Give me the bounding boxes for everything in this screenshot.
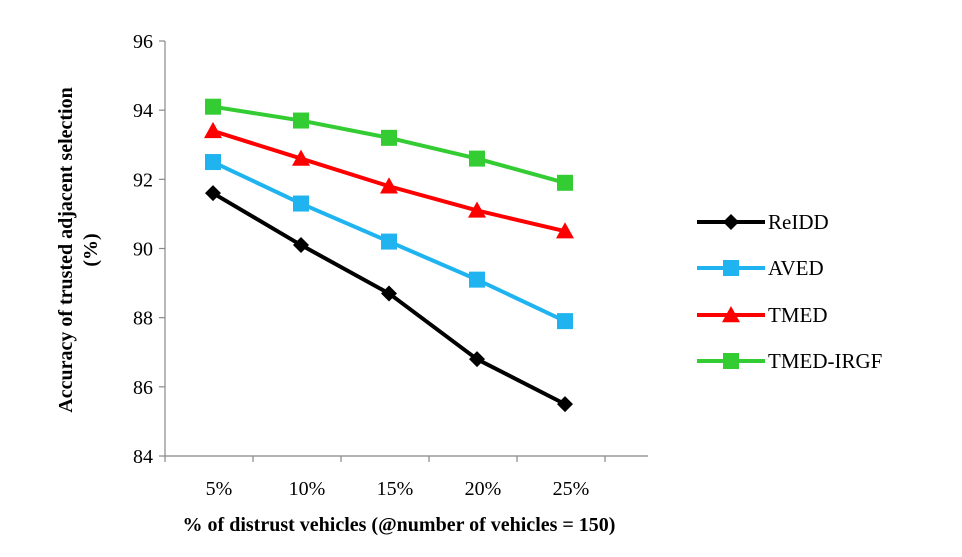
x-tick-label: 20% — [465, 478, 502, 500]
legend-marker — [723, 353, 739, 369]
data-point — [469, 150, 485, 167]
data-point — [205, 98, 221, 115]
data-point — [204, 121, 222, 139]
series-layer — [204, 98, 574, 413]
data-point — [205, 185, 221, 202]
series-tmed-irgf — [205, 98, 573, 191]
series-aved — [205, 154, 573, 330]
legend-item: TMED-IRGF — [697, 349, 882, 373]
data-point — [380, 177, 398, 194]
data-point — [381, 129, 397, 146]
data-point — [557, 396, 573, 413]
data-point — [293, 112, 309, 129]
legend-label: TMED-IRGF — [768, 349, 882, 373]
x-ticks: 5% 10% 15% 20% 25% — [164, 456, 606, 500]
series-reidd — [205, 185, 573, 413]
data-point — [468, 201, 486, 218]
data-point — [205, 154, 221, 171]
y-axis-title-line2: (%) — [80, 233, 102, 266]
y-axis-title-line1: Accuracy of trusted adjacent selection — [55, 87, 77, 412]
y-ticks: 84 86 88 90 92 94 96 — [133, 31, 165, 468]
y-tick-label: 86 — [133, 377, 153, 399]
data-point — [557, 174, 573, 191]
data-point — [292, 149, 310, 166]
y-tick-label: 88 — [133, 308, 153, 330]
data-point — [557, 313, 573, 330]
legend-item: TMED — [697, 303, 828, 327]
data-point — [293, 237, 309, 254]
data-point — [469, 351, 485, 368]
legend-marker — [723, 260, 739, 276]
y-tick-label: 84 — [133, 446, 153, 468]
legend: ReIDD AVED TMED TMED-IRGF — [697, 210, 882, 373]
x-axis-title: % of distrust vehicles (@number of vehic… — [183, 514, 616, 536]
legend-item: AVED — [697, 256, 824, 280]
legend-marker — [722, 306, 740, 323]
y-tick-label: 90 — [133, 239, 153, 261]
legend-label: AVED — [768, 256, 824, 280]
data-point — [556, 222, 574, 239]
data-point — [293, 195, 309, 212]
series-tmed — [204, 121, 574, 239]
y-tick-label: 94 — [133, 100, 153, 122]
legend-item: ReIDD — [697, 210, 829, 234]
x-tick-label: 15% — [377, 478, 414, 500]
y-tick-label: 92 — [133, 169, 153, 191]
data-point — [381, 233, 397, 250]
data-point — [469, 271, 485, 288]
data-point — [381, 285, 397, 302]
x-tick-label: 10% — [289, 478, 326, 500]
y-tick-label: 96 — [133, 31, 153, 53]
legend-marker — [723, 214, 739, 230]
x-tick-label: 5% — [206, 478, 233, 500]
legend-label: TMED — [768, 303, 828, 327]
x-tick-label: 25% — [553, 478, 590, 500]
legend-label: ReIDD — [768, 210, 829, 234]
